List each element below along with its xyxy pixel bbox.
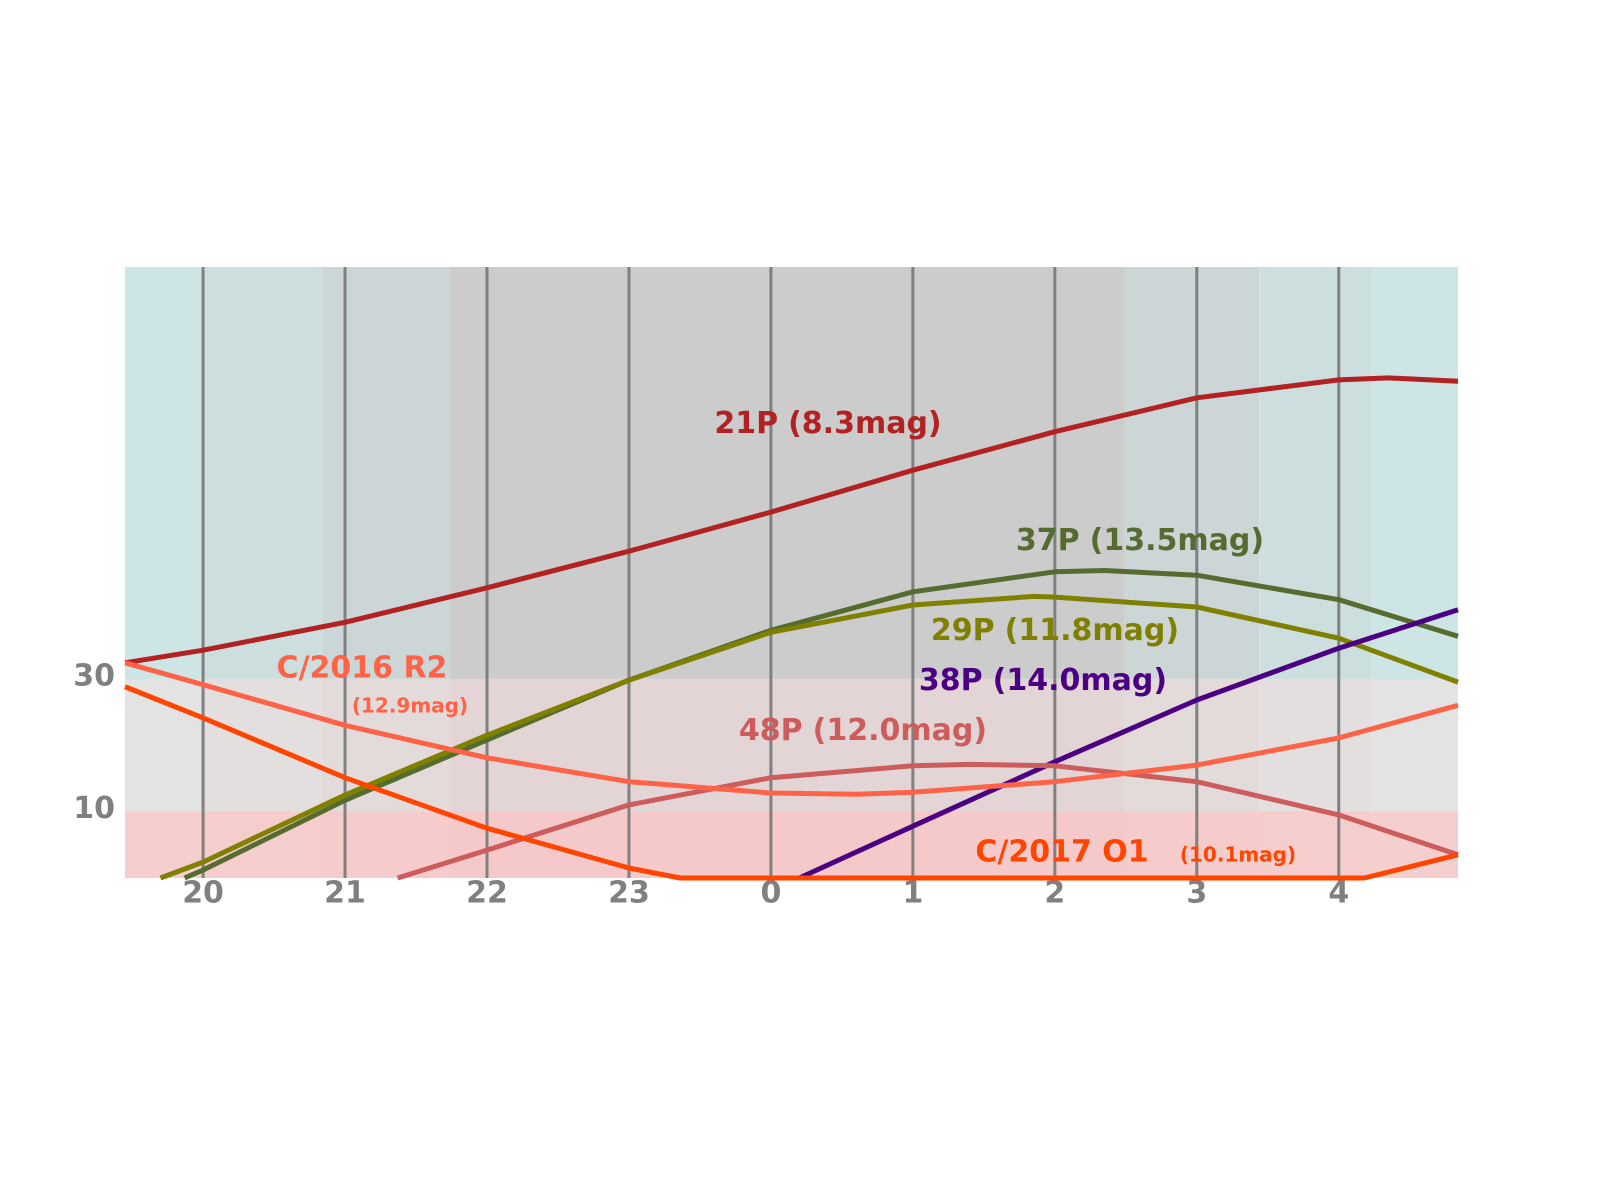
series-line bbox=[159, 593, 1459, 881]
y-tick-label: 30 bbox=[73, 658, 115, 693]
twilight-band bbox=[1259, 267, 1372, 878]
series-name: 29P bbox=[931, 613, 995, 648]
series-name: 48P bbox=[739, 713, 803, 748]
x-tick-label: 4 bbox=[1328, 876, 1349, 911]
x-tick-label: 0 bbox=[760, 876, 781, 911]
series-mag: (11.8mag) bbox=[1005, 613, 1179, 648]
x-tick-label: 3 bbox=[1186, 876, 1207, 911]
series-name: 21P bbox=[714, 406, 778, 441]
x-tick-label: 22 bbox=[466, 876, 508, 911]
twilight-band bbox=[125, 267, 204, 878]
series-label: 21P (8.3mag) bbox=[714, 406, 941, 441]
x-tick-label: 2 bbox=[1044, 876, 1065, 911]
series-line bbox=[798, 607, 1459, 881]
twilight-band bbox=[203, 267, 323, 878]
series-name: C/2016 R2 bbox=[277, 651, 448, 686]
series-label: 38P (14.0mag) bbox=[919, 663, 1167, 698]
series-mag: (8.3mag) bbox=[788, 406, 942, 441]
y-tick-label: 10 bbox=[73, 791, 115, 826]
x-tick-label: 1 bbox=[902, 876, 923, 911]
series-name: 37P bbox=[1016, 523, 1080, 558]
series-name: 38P bbox=[919, 663, 983, 698]
series-line bbox=[396, 761, 1459, 881]
x-tick-label: 20 bbox=[182, 876, 224, 911]
series-mag: (12.9mag) bbox=[352, 694, 468, 718]
series-mag: (14.0mag) bbox=[993, 663, 1167, 698]
series-line bbox=[124, 375, 1459, 666]
series-line bbox=[124, 660, 1459, 797]
series-mag: (13.5mag) bbox=[1090, 523, 1264, 558]
series-label: 37P (13.5mag) bbox=[1016, 523, 1264, 558]
series-name: C/2017 O1 bbox=[975, 835, 1148, 870]
x-tick-label: 21 bbox=[324, 876, 366, 911]
twilight-band bbox=[1371, 267, 1458, 878]
series-label: 29P (11.8mag) bbox=[931, 613, 1179, 648]
series-mag: (12.0mag) bbox=[813, 713, 987, 748]
series-mag: (10.1mag) bbox=[1180, 843, 1296, 867]
series-line bbox=[183, 568, 1459, 881]
altitude-zone bbox=[125, 811, 1458, 878]
series-line bbox=[124, 684, 1459, 881]
x-tick-label: 23 bbox=[608, 876, 650, 911]
series-label: 48P (12.0mag) bbox=[739, 713, 987, 748]
